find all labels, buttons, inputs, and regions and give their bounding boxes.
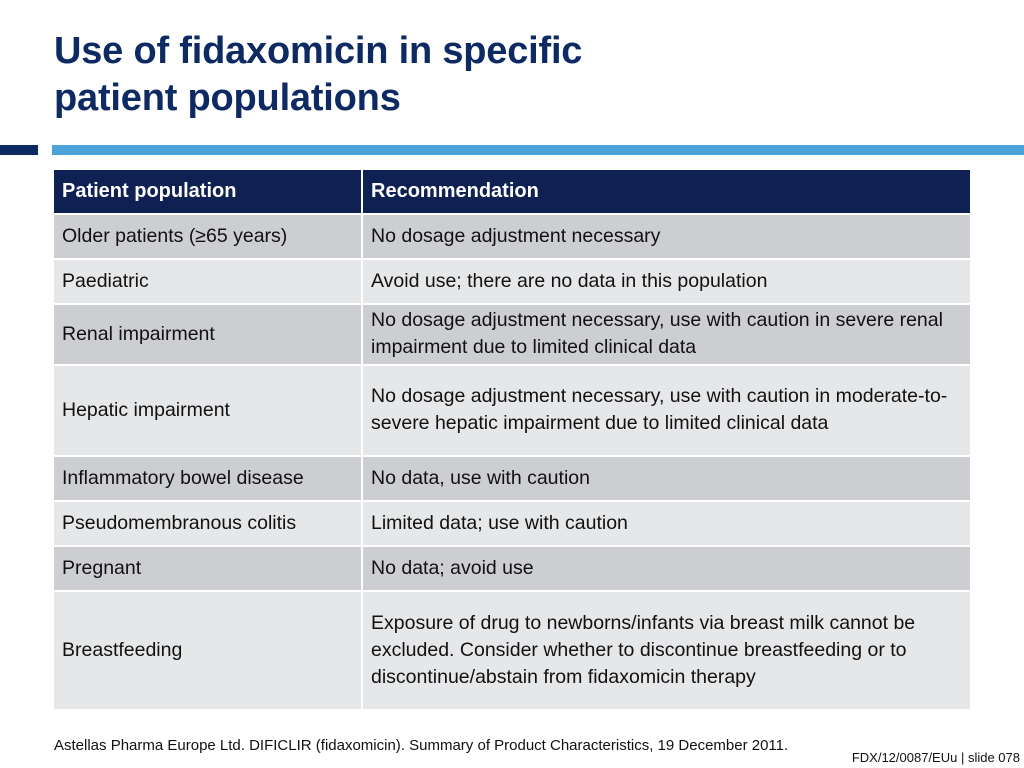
- table-row: Breastfeeding Exposure of drug to newbor…: [52, 590, 972, 711]
- table-row: Older patients (≥65 years) No dosage adj…: [52, 213, 972, 260]
- title-rule-light: [52, 145, 1024, 155]
- table-row: Hepatic impairment No dosage adjustment …: [52, 364, 972, 457]
- population-cell: Renal impairment: [52, 303, 363, 366]
- recommendation-cell: Avoid use; there are no data in this pop…: [361, 258, 972, 305]
- table-row: Inflammatory bowel disease No data, use …: [52, 455, 972, 502]
- population-cell: Paediatric: [52, 258, 363, 305]
- table-row: Pregnant No data; avoid use: [52, 545, 972, 592]
- header-patient-population: Patient population: [52, 170, 363, 215]
- table-row: Paediatric Avoid use; there are no data …: [52, 258, 972, 305]
- table-row: Pseudomembranous colitis Limited data; u…: [52, 500, 972, 547]
- slide-title: Use of fidaxomicin in specific patient p…: [54, 28, 582, 122]
- population-cell: Pseudomembranous colitis: [52, 500, 363, 547]
- recommendation-cell: Exposure of drug to newborns/infants via…: [361, 590, 972, 711]
- population-cell: Hepatic impairment: [52, 364, 363, 457]
- title-line-1: Use of fidaxomicin in specific: [54, 30, 583, 72]
- title-line-2: patient populations: [54, 77, 401, 119]
- recommendation-cell: Limited data; use with caution: [361, 500, 972, 547]
- population-cell: Older patients (≥65 years): [52, 213, 363, 260]
- recommendation-cell: No data; avoid use: [361, 545, 972, 592]
- title-rule-dark: [0, 145, 38, 155]
- population-cell: Breastfeeding: [52, 590, 363, 711]
- recommendation-cell: No dosage adjustment necessary, use with…: [361, 303, 972, 366]
- recommendation-cell: No dosage adjustment necessary: [361, 213, 972, 260]
- reference-citation: Astellas Pharma Europe Ltd. DIFICLIR (fi…: [54, 737, 789, 754]
- header-recommendation: Recommendation: [361, 170, 972, 215]
- population-cell: Inflammatory bowel disease: [52, 455, 363, 502]
- table-row: Renal impairment No dosage adjustment ne…: [52, 303, 972, 366]
- table-header-row: Patient population Recommendation: [52, 170, 972, 215]
- recommendation-cell: No data, use with caution: [361, 455, 972, 502]
- slide-id: FDX/12/0087/EUu | slide 078: [847, 750, 1020, 765]
- recommendation-cell: No dosage adjustment necessary, use with…: [361, 364, 972, 457]
- patient-population-table: Patient population Recommendation Older …: [52, 170, 972, 711]
- population-cell: Pregnant: [52, 545, 363, 592]
